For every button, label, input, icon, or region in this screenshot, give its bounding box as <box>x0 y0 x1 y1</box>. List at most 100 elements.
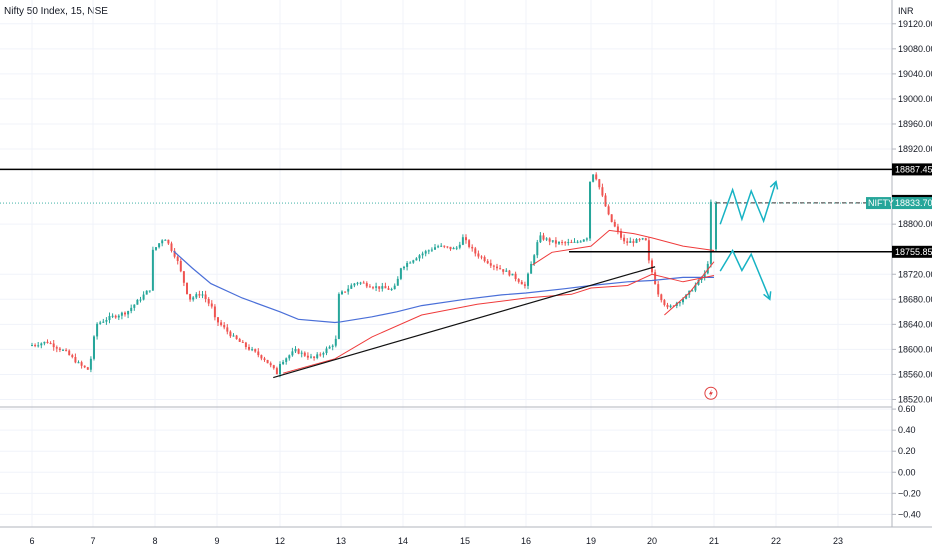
candle-body <box>68 350 71 356</box>
candle-body <box>685 294 688 299</box>
last-price-label: 18833.70 <box>895 198 932 208</box>
candle-body <box>697 279 700 285</box>
candle-body <box>654 272 657 285</box>
candle-body <box>257 351 260 356</box>
candle-body <box>403 266 405 269</box>
candle-body <box>229 331 232 337</box>
candle-body <box>260 355 263 359</box>
price-tick-label: 19000.00 <box>898 94 932 104</box>
candle-body <box>263 358 266 360</box>
candle-body <box>434 247 436 250</box>
candle-body <box>691 290 694 292</box>
candle-body <box>499 268 502 270</box>
candle-body <box>328 346 331 349</box>
candle-body <box>427 250 430 252</box>
candle-body <box>561 241 564 243</box>
price-tick-label: 18920.00 <box>898 144 932 154</box>
candle-body <box>700 277 703 280</box>
candle-body <box>548 238 551 242</box>
candle-body <box>387 288 390 290</box>
candle-body <box>399 268 402 279</box>
candle-body <box>396 278 399 286</box>
candle-body <box>96 323 99 337</box>
candle-body <box>80 362 83 366</box>
candle-body <box>437 246 440 248</box>
trendline[interactable] <box>273 266 656 379</box>
candle-body <box>573 241 576 243</box>
candle-body <box>455 247 458 249</box>
date-tick-label: 14 <box>398 536 408 546</box>
vwap-line <box>173 250 714 324</box>
candle-body <box>492 265 495 267</box>
candle-body <box>678 302 681 304</box>
candle-body <box>46 341 49 344</box>
candle-body <box>269 363 272 366</box>
candle-body <box>694 284 697 291</box>
candle-body <box>449 246 452 250</box>
candle-body <box>266 359 269 364</box>
candle-body <box>223 325 226 328</box>
candle-body <box>331 345 334 347</box>
candle-body <box>62 349 64 351</box>
candle-body <box>291 351 294 356</box>
candle-body <box>244 342 247 348</box>
candle-body <box>350 285 353 289</box>
candle-body <box>207 298 210 304</box>
candle-body <box>576 241 579 243</box>
candle-body <box>248 347 250 350</box>
candle-body <box>657 284 660 295</box>
candle-body <box>310 356 312 358</box>
symbol-tag-bg <box>866 197 891 210</box>
candle-body <box>155 247 157 250</box>
candle-body <box>158 243 161 248</box>
candle-body <box>604 195 607 207</box>
candle-body <box>195 294 198 298</box>
candle-body <box>496 266 498 269</box>
candle-body <box>337 294 340 339</box>
candle-body <box>31 345 33 347</box>
candle-body <box>74 357 77 363</box>
candle-body <box>210 303 213 307</box>
candle-body <box>585 238 588 240</box>
candle-body <box>83 365 86 368</box>
lightning-icon <box>708 389 713 398</box>
date-tick-label: 22 <box>771 536 781 546</box>
candle-body <box>40 343 43 346</box>
date-tick-label: 9 <box>214 536 219 546</box>
candle-body <box>508 270 511 276</box>
date-tick-label: 19 <box>586 536 596 546</box>
price-tick-label: 18960.00 <box>898 119 932 129</box>
currency-label: INR <box>898 6 914 16</box>
candle-body <box>527 273 529 286</box>
candle-body <box>282 361 285 365</box>
candle-body <box>703 273 706 278</box>
candle-body <box>279 364 281 375</box>
candle-body <box>480 256 483 258</box>
projection-down-arrow[interactable] <box>719 248 771 300</box>
candle-body <box>161 240 164 244</box>
candle-body <box>517 279 520 282</box>
candle-body <box>381 286 384 289</box>
candle-body <box>378 286 381 289</box>
candle-body <box>542 235 545 240</box>
candle-body <box>709 201 712 264</box>
level-label: 18887.45 <box>895 164 932 174</box>
candle-body <box>567 242 570 244</box>
candle-body <box>406 263 409 267</box>
candle-body <box>393 285 396 290</box>
candle-body <box>474 248 477 254</box>
candle-body <box>285 358 288 362</box>
date-tick-label: 12 <box>275 536 285 546</box>
candle-body <box>502 269 505 272</box>
candle-body <box>49 343 52 345</box>
date-tick-label: 23 <box>833 536 843 546</box>
projection-up-arrow[interactable] <box>719 181 777 225</box>
candle-body <box>114 315 117 318</box>
candle-body <box>133 304 136 308</box>
candle-body <box>204 294 207 299</box>
candle-body <box>102 321 105 323</box>
osc-tick-label: −0.20 <box>898 488 921 498</box>
candle-body <box>539 235 542 243</box>
